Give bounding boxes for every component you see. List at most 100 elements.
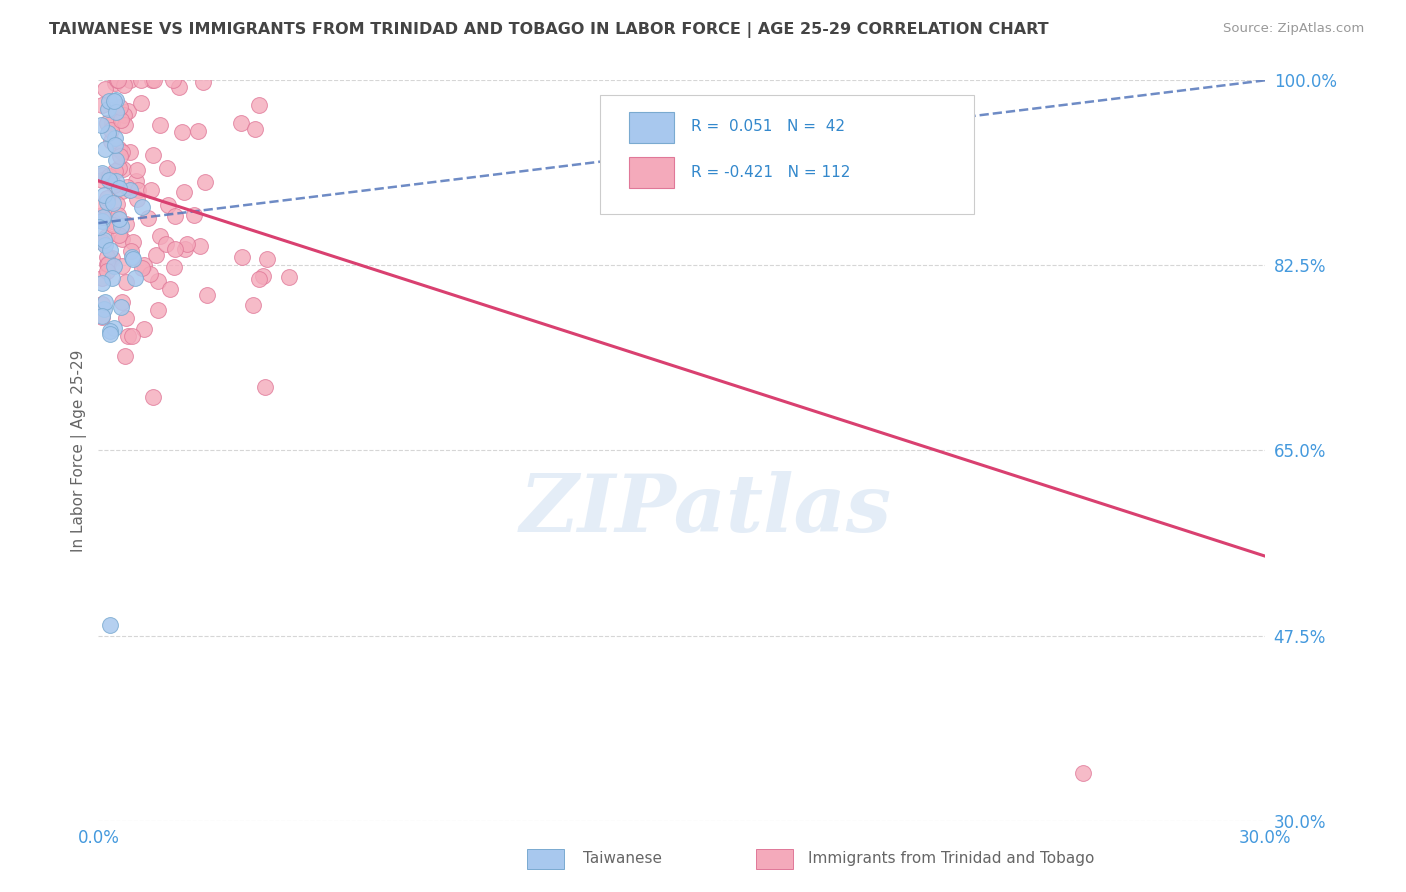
Point (156, 198, 179, 212)
Point (103, 94, 125, 108)
Point (103, 259, 125, 273)
Point (97, 172, 120, 186)
Point (93, 233, 115, 247)
Point (120, 183, 142, 197)
Point (96, 191, 118, 205)
Point (94, 238, 117, 252)
Point (139, 183, 162, 197)
Point (104, 104, 127, 119)
Point (97, 169, 120, 183)
Point (111, 232, 134, 246)
Point (114, 118, 136, 132)
Point (110, 219, 132, 234)
Point (122, 252, 145, 267)
Point (108, 142, 131, 156)
Point (114, 349, 136, 363)
Point (142, 148, 165, 162)
Text: TAIWANESE VS IMMIGRANTS FROM TRINIDAD AND TOBAGO IN LABOR FORCE | AGE 25-29 CORR: TAIWANESE VS IMMIGRANTS FROM TRINIDAD AN… (49, 22, 1049, 38)
Point (98, 618, 121, 632)
Bar (756, 849, 793, 869)
Point (94, 230, 117, 244)
Text: Source: ZipAtlas.com: Source: ZipAtlas.com (1223, 22, 1364, 36)
Point (103, 178, 125, 193)
Point (101, 271, 124, 285)
Point (108, 212, 131, 227)
Point (104, 163, 127, 178)
Point (103, 321, 125, 335)
FancyBboxPatch shape (600, 95, 973, 213)
Point (107, 161, 129, 175)
Point (90, 118, 112, 132)
Point (98, 173, 121, 187)
Point (105, 197, 128, 211)
Point (188, 238, 211, 252)
Point (127, 163, 149, 178)
Point (96, 102, 118, 116)
Point (107, 73, 129, 87)
Point (278, 270, 301, 285)
Point (94, 82, 117, 96)
Point (94, 143, 117, 157)
Point (91, 309, 114, 323)
Point (104, 94, 127, 108)
Point (91, 197, 114, 211)
Point (117, 103, 139, 118)
Point (167, 80, 190, 95)
Point (242, 298, 264, 312)
Point (91, 169, 114, 183)
Point (176, 237, 198, 252)
Point (87, 220, 110, 235)
Point (156, 161, 179, 175)
Point (104, 153, 127, 168)
Point (96, 251, 118, 265)
Point (91, 165, 114, 179)
Point (118, 73, 141, 87)
Point (231, 116, 253, 130)
Point (93, 302, 115, 317)
Point (103, 218, 125, 232)
Point (101, 196, 124, 211)
Point (100, 251, 122, 265)
Point (127, 183, 149, 197)
Point (94, 294, 117, 309)
Point (104, 138, 127, 153)
Point (91, 172, 114, 186)
Text: ZIPatlas: ZIPatlas (519, 471, 891, 549)
Point (96, 264, 118, 278)
Point (120, 145, 142, 160)
Point (162, 73, 184, 87)
Point (120, 244, 142, 258)
Point (110, 300, 132, 314)
Point (91, 297, 114, 311)
Point (256, 252, 278, 266)
Point (165, 242, 187, 256)
Point (96, 194, 118, 209)
Point (155, 236, 177, 251)
Point (108, 149, 131, 163)
Text: Immigrants from Trinidad and Tobago: Immigrants from Trinidad and Tobago (808, 851, 1095, 865)
Point (141, 390, 163, 404)
Point (96, 257, 118, 271)
Point (91, 209, 114, 223)
Point (111, 145, 134, 159)
Point (107, 208, 129, 222)
Point (124, 271, 146, 285)
Point (104, 131, 127, 145)
Point (111, 259, 134, 273)
Point (1071, 766, 1094, 780)
Point (254, 380, 277, 394)
Point (98, 324, 121, 338)
Text: R =  0.051   N =  42: R = 0.051 N = 42 (692, 120, 845, 135)
Point (110, 113, 132, 128)
Point (114, 108, 136, 122)
Point (132, 259, 155, 273)
Point (107, 104, 129, 119)
Text: R = -0.421   N = 112: R = -0.421 N = 112 (692, 165, 851, 179)
Point (112, 78, 135, 93)
Point (97, 257, 120, 271)
Point (159, 282, 181, 296)
Point (129, 96, 152, 111)
Point (115, 180, 138, 194)
Point (131, 261, 153, 276)
Point (100, 134, 122, 148)
